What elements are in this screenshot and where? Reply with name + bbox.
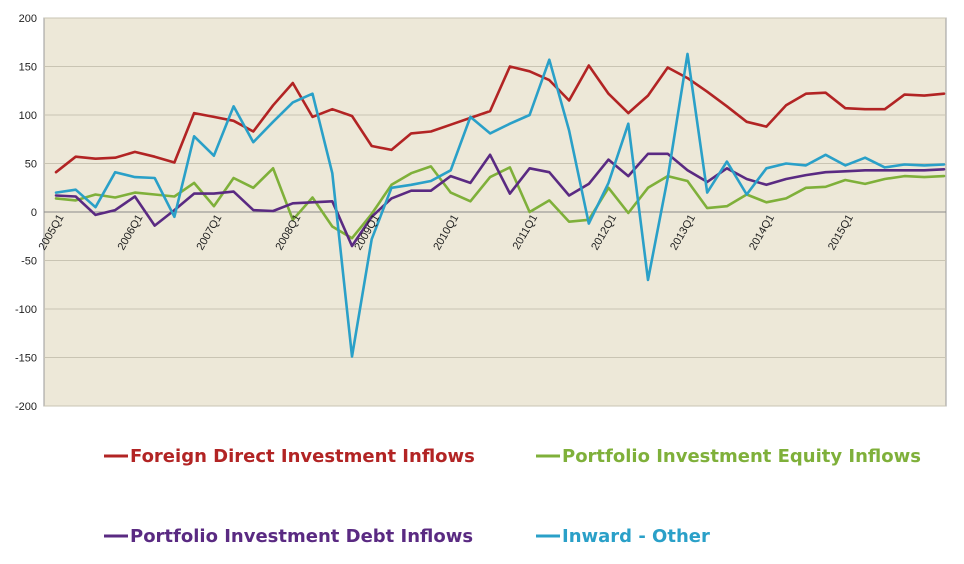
y-tick-label: -200: [15, 401, 37, 413]
y-tick-label: 50: [25, 159, 37, 171]
legend-label: Foreign Direct Investment Inflows: [130, 446, 475, 467]
y-axis-tick-labels: 200 150 100 50 0 -50 -100 -150 -200: [15, 13, 37, 413]
grid-lines: [44, 17, 946, 407]
y-tick-label: 0: [31, 207, 37, 219]
legend-label: Portfolio Investment Equity Inflows: [562, 446, 921, 467]
y-tick-label: 100: [19, 110, 37, 122]
y-tick-label: -100: [15, 304, 37, 316]
series-line-3: [54, 152, 946, 248]
y-tick-label: 200: [19, 13, 37, 25]
legend-label: Inward - Other: [562, 526, 710, 547]
y-tick-label: 150: [19, 62, 37, 74]
y-tick-label: -150: [15, 353, 37, 365]
series-lines: [54, 52, 946, 358]
series-line-1: [54, 64, 946, 174]
legend-label: Portfolio Investment Debt Inflows: [130, 526, 473, 547]
legend: Foreign Direct Investment Inflows Portfol…: [104, 446, 921, 547]
series-line-4: [54, 52, 946, 358]
y-tick-label: -50: [21, 256, 37, 268]
